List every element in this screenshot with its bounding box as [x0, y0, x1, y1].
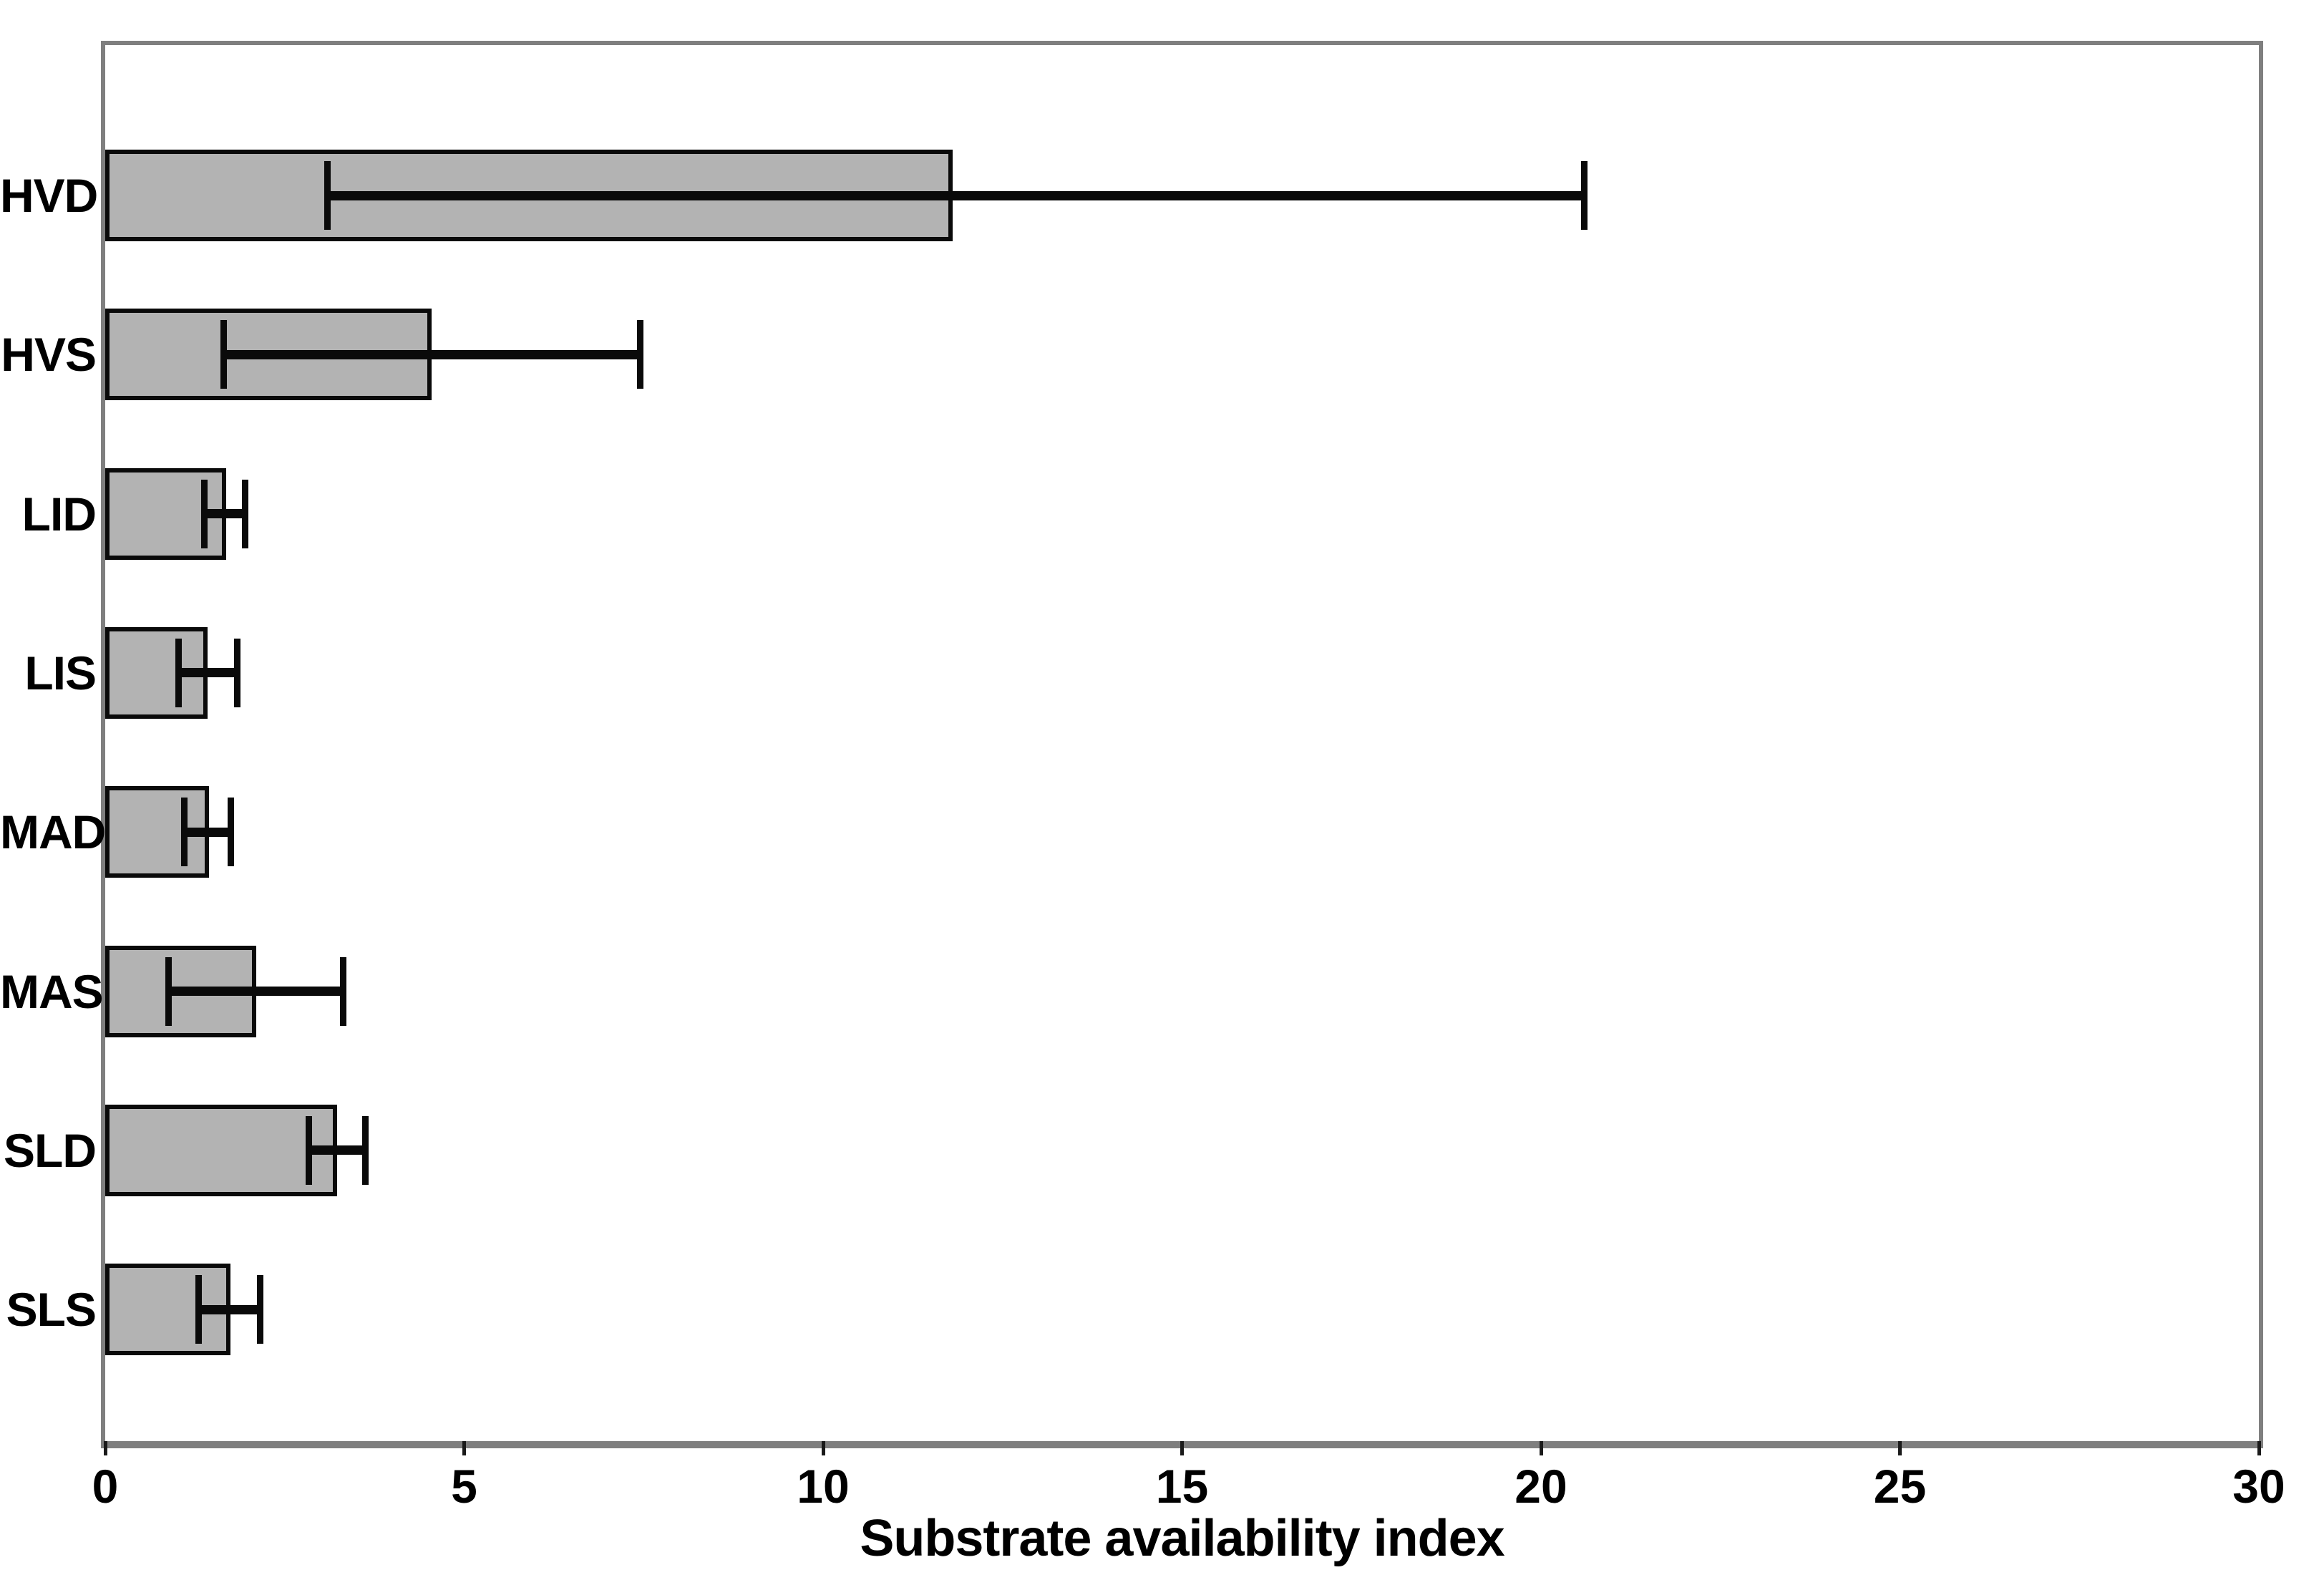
x-tick-label: 10	[797, 1460, 850, 1513]
error-bar	[223, 349, 641, 359]
y-category-label: HVD	[0, 169, 98, 222]
error-cap-high	[228, 798, 235, 867]
error-bar	[178, 668, 238, 678]
x-tick-label: 15	[1155, 1460, 1209, 1513]
error-bar	[168, 987, 344, 996]
error-cap-low	[180, 798, 188, 867]
error-cap-low	[195, 1275, 202, 1344]
x-tick-label: 30	[2232, 1460, 2285, 1513]
y-category-label: SLS	[6, 1283, 97, 1337]
y-category-label: MAS	[0, 964, 104, 1018]
error-cap-low	[324, 161, 331, 230]
x-tick-label: 0	[92, 1460, 119, 1513]
error-cap-high	[340, 956, 347, 1026]
error-bar	[198, 1304, 261, 1314]
x-tick-label: 5	[451, 1460, 477, 1513]
x-tick	[821, 1441, 825, 1455]
y-category-label: LID	[21, 487, 97, 541]
plot-area-frame	[101, 41, 2263, 1448]
error-cap-high	[361, 1115, 369, 1185]
error-cap-low	[220, 320, 227, 389]
x-tick	[1180, 1441, 1184, 1455]
error-cap-high	[257, 1275, 264, 1344]
error-bar	[327, 190, 1585, 200]
x-tick	[1898, 1441, 1902, 1455]
bar	[105, 1104, 337, 1196]
error-cap-low	[175, 638, 182, 707]
x-tick-label: 25	[1873, 1460, 1927, 1513]
error-cap-low	[306, 1115, 313, 1185]
error-cap-high	[242, 479, 249, 548]
x-tick-label: 20	[1515, 1460, 1567, 1513]
error-bar	[308, 1145, 366, 1155]
y-category-label: MAD	[0, 805, 106, 859]
error-cap-high	[1580, 161, 1588, 230]
error-cap-low	[165, 956, 172, 1026]
error-cap-high	[234, 638, 241, 707]
error-cap-low	[200, 479, 208, 548]
x-tick	[462, 1441, 466, 1455]
error-bar	[204, 509, 245, 519]
x-axis-title: Substrate availability index	[860, 1510, 1504, 1567]
error-cap-high	[636, 320, 643, 389]
x-tick	[103, 1441, 107, 1455]
error-bar	[184, 827, 231, 837]
x-tick	[1539, 1441, 1543, 1455]
y-category-label: SLD	[4, 1123, 97, 1177]
y-category-label: HVS	[1, 328, 97, 382]
x-tick	[2257, 1441, 2261, 1455]
y-category-label: LIS	[24, 646, 97, 699]
